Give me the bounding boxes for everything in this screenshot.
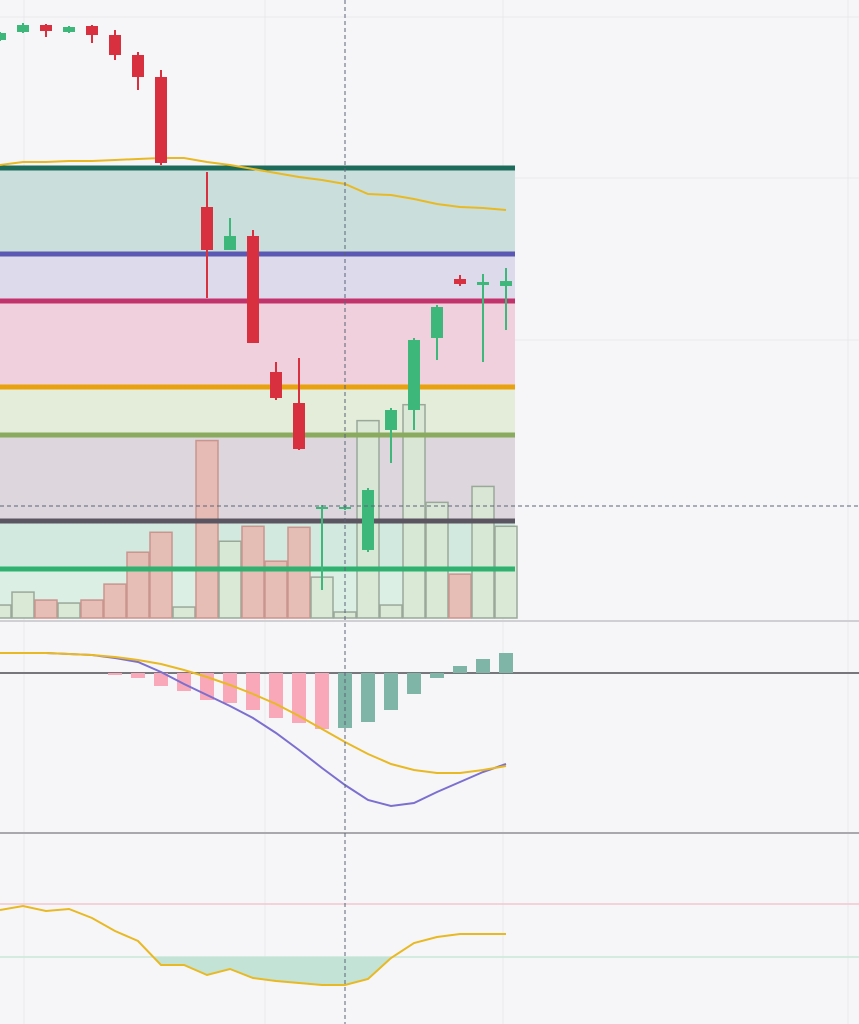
volume-bar [448,573,472,619]
macd-histogram-bar [499,653,513,673]
volume-bar [379,604,403,619]
candle-body [293,403,305,449]
oscillator-line [0,904,506,986]
macd-histogram-bar [108,673,122,675]
volume-bar [11,591,35,619]
candle-body [408,340,420,410]
candle-body [270,372,282,398]
volume-bar [264,560,288,619]
candle-body [201,207,213,250]
oversold-fill [0,957,506,985]
candle-body [109,35,121,55]
macd-histogram-bar [453,666,467,673]
macd-histogram-bar [361,673,375,722]
volume-bar [34,599,58,619]
volume-bar [0,604,12,619]
volume-bar [241,525,265,619]
volume-bar [287,526,311,619]
volume-bar [195,439,219,619]
volume-bar [218,540,242,619]
volume-bar [494,525,518,619]
macd-histogram-bar [131,673,145,678]
candle-body [155,77,167,163]
candle-body [40,25,52,31]
volume-bar [126,551,150,619]
moving-average [0,157,507,211]
volume-bar [425,501,449,619]
macd-histogram-bar [476,659,490,673]
candle-body [362,490,374,550]
macd-histogram-bar [269,673,283,718]
candle-body [132,55,144,77]
candle-body [224,236,236,250]
macd-histogram-bar [292,673,306,723]
candle-body [454,279,466,284]
macd-histogram-bar [246,673,260,710]
candle-body [0,33,6,40]
candle-body [500,281,512,286]
candle-body [17,25,29,32]
panel-separators [0,620,859,834]
volume-bar [57,602,81,619]
macd-histogram-bar [430,673,444,678]
volume-bar [149,531,173,619]
candle-body [385,410,397,430]
plot [0,23,859,986]
candle-body [316,507,328,509]
candle-body [63,27,75,32]
volume-bar [80,599,104,619]
macd-histogram-bar [154,673,168,686]
macd-histogram-bar [223,673,237,703]
macd-histogram-bar [315,673,329,729]
volume-bar [172,606,196,619]
candle-body [431,307,443,338]
candle-body [247,236,259,343]
volume-bar [103,583,127,619]
candle-body [477,282,489,285]
candle-body [86,26,98,35]
macd-histogram-bar [407,673,421,694]
level-band [0,387,515,435]
macd-histogram-bar [384,673,398,710]
macd-line [0,652,507,774]
